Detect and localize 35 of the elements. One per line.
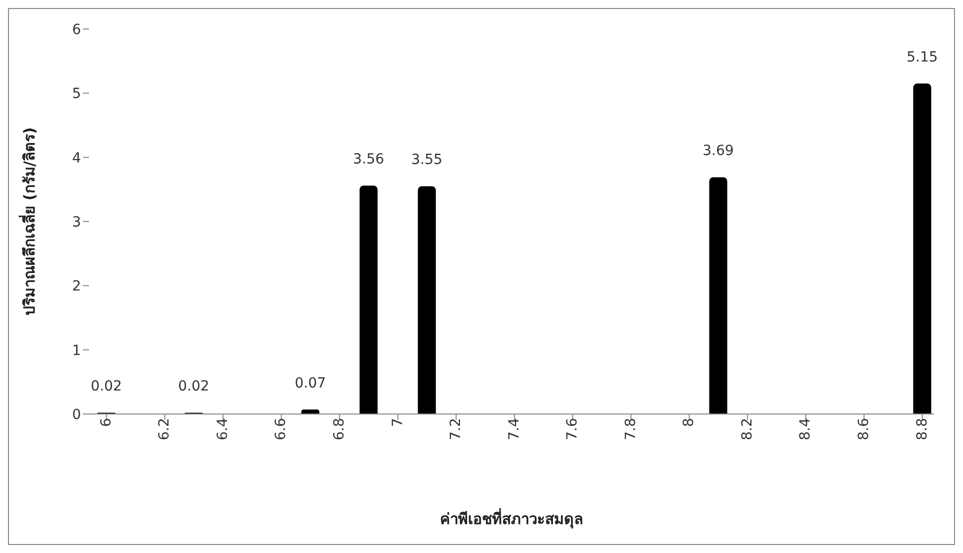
x-tick-label: 6.6	[273, 418, 290, 440]
x-tick-label: 7.8	[622, 418, 639, 440]
data-label: 5.15	[906, 50, 938, 66]
bar	[360, 186, 378, 414]
x-tick-label: 8.6	[856, 418, 872, 440]
bar	[709, 177, 728, 414]
x-tick-label: 7	[390, 418, 406, 427]
x-tick-label: 6	[98, 418, 114, 427]
x-tick-label: 7.2	[448, 418, 464, 440]
data-label: 3.55	[411, 152, 442, 168]
x-tick-label: 8	[681, 418, 698, 427]
y-tick-label: 5	[72, 86, 81, 102]
x-tick-label: 8.2	[739, 418, 756, 440]
data-label: 3.69	[702, 143, 734, 160]
y-tick-label: 2	[72, 278, 81, 295]
x-tick-label: 7.4	[506, 418, 522, 440]
x-tick-label: 6.4	[214, 418, 231, 440]
y-tick-label: 6	[72, 22, 82, 38]
data-label: 0.07	[294, 376, 326, 392]
y-axis-title: ปริมาณผลึกเฉลี่ย (กรัม/ลิตร)	[18, 127, 38, 316]
bar	[913, 84, 932, 414]
x-tick-label: 7.6	[564, 418, 581, 440]
y-tick-label: 0	[72, 406, 81, 423]
data-label: 0.02	[178, 378, 210, 395]
x-tick-label: 6.8	[332, 418, 348, 440]
y-tick-label: 4	[72, 150, 82, 166]
data-label: 0.02	[90, 378, 122, 395]
data-label: 3.56	[353, 152, 384, 168]
x-tick-label: 8.4	[798, 418, 814, 440]
y-tick-label: 3	[72, 214, 81, 230]
y-tick-label: 1	[72, 342, 81, 359]
x-axis-title: ค่าพีเอชที่สภาวะสมดุล	[440, 508, 583, 529]
x-tick-label: 8.8	[914, 418, 930, 440]
bar	[418, 186, 436, 414]
x-tick-label: 6.2	[156, 418, 173, 440]
